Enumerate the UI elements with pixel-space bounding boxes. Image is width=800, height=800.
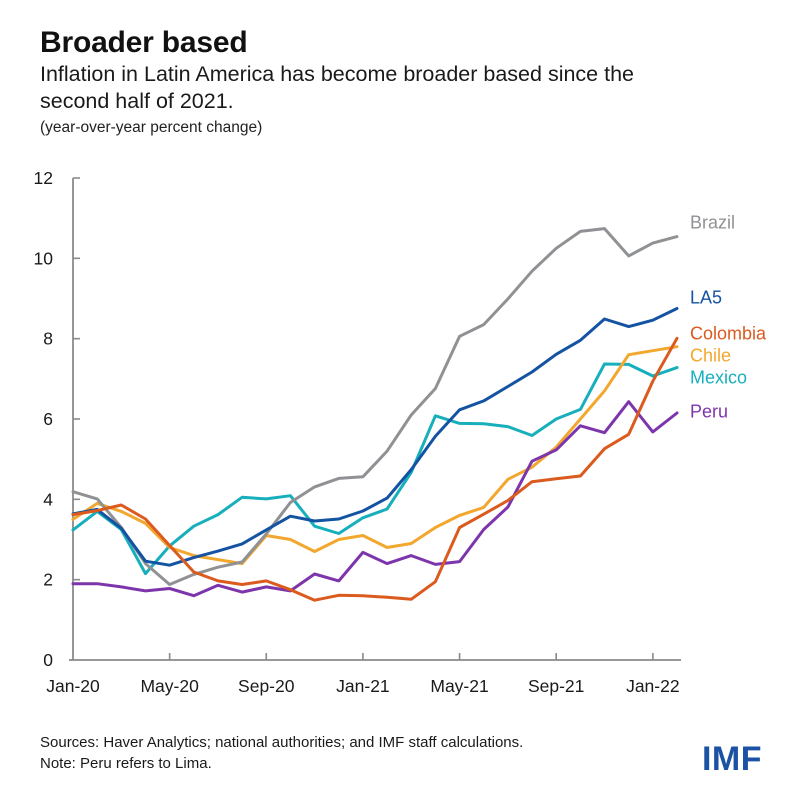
legend-label-colombia: Colombia (690, 323, 767, 344)
series-line-brazil (71, 227, 679, 586)
legend-label-brazil: Brazil (690, 212, 736, 233)
legend-label-la5: LA5 (690, 287, 723, 308)
x-tick-label: May-21 (430, 676, 488, 696)
footer-sources: Sources: Haver Analytics; national autho… (40, 734, 524, 751)
unit-label: (year-over-year percent change) (40, 119, 263, 136)
series-line-mexico (71, 362, 679, 576)
x-tick-label: May-20 (140, 676, 199, 696)
footer-note: Note: Peru refers to Lima. (40, 755, 212, 772)
x-tick-label: Sep-20 (238, 676, 295, 696)
series-line-colombia (71, 336, 679, 602)
imf-logo: IMF (701, 740, 762, 778)
chart-subtitle: Inflation in Latin America has become br… (40, 61, 634, 115)
y-tick-label: 2 (43, 570, 53, 590)
x-tick-label: Jan-21 (336, 676, 390, 696)
y-tick-label: 6 (43, 409, 53, 429)
y-tick-label: 10 (34, 248, 54, 268)
x-tick-label: Jan-22 (626, 676, 680, 696)
y-tick-label: 0 (43, 650, 53, 670)
subtitle-line-2: second half of 2021. (40, 89, 234, 113)
series-line-peru (71, 400, 679, 598)
y-tick-label: 12 (34, 168, 53, 188)
legend-label-peru: Peru (690, 401, 729, 422)
y-tick-label: 8 (43, 329, 53, 349)
subtitle-line-1: Inflation in Latin America has become br… (40, 62, 635, 86)
page-title: Broader based (40, 26, 248, 59)
series-line-la5 (71, 307, 679, 567)
y-tick-label: 4 (43, 489, 53, 509)
x-tick-label: Jan-20 (46, 676, 100, 696)
series-line-chile (71, 345, 679, 566)
x-tick-label: Sep-21 (528, 676, 584, 696)
legend-label-chile: Chile (690, 345, 732, 366)
legend-label-mexico: Mexico (690, 367, 748, 388)
